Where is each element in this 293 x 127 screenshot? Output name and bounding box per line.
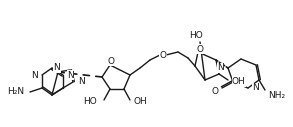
- Text: O: O: [159, 51, 166, 60]
- Text: HO: HO: [83, 98, 97, 107]
- Text: O: O: [211, 86, 218, 96]
- Text: N: N: [78, 76, 85, 85]
- Text: NH₂: NH₂: [268, 91, 285, 99]
- Text: O: O: [108, 57, 115, 66]
- Text: N: N: [67, 70, 74, 80]
- Text: N: N: [217, 64, 224, 73]
- Text: N: N: [54, 64, 60, 73]
- Text: H₂N: H₂N: [7, 88, 24, 97]
- Text: OH: OH: [232, 77, 246, 86]
- Text: OH: OH: [134, 98, 148, 107]
- Text: O: O: [197, 44, 204, 53]
- Text: N: N: [31, 70, 38, 80]
- Text: N: N: [252, 83, 259, 92]
- Text: HO: HO: [189, 30, 203, 39]
